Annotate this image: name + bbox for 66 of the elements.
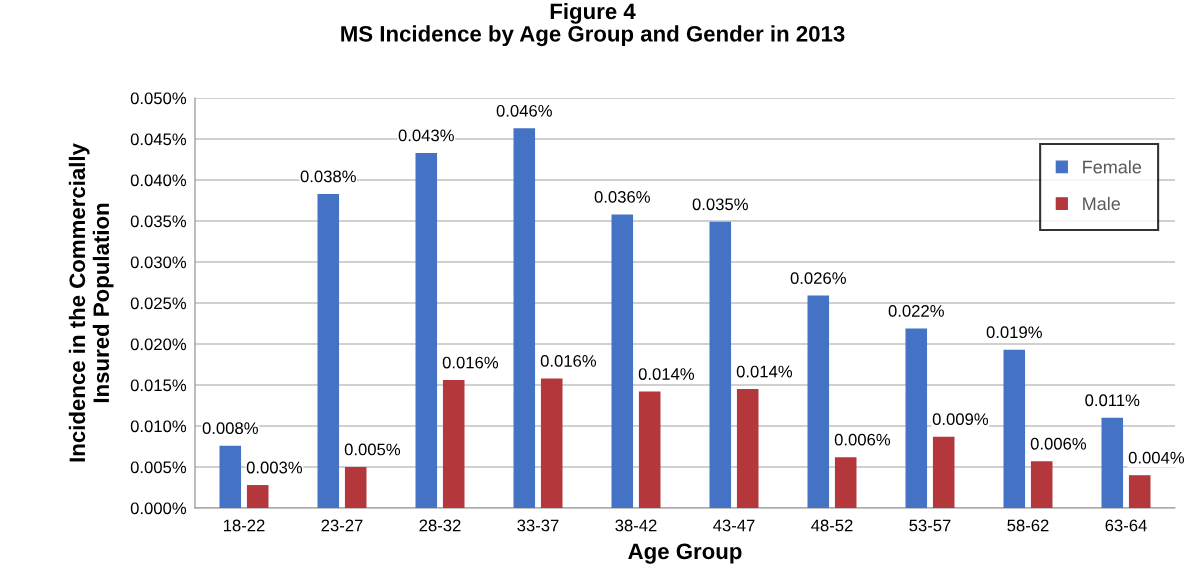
- data-label: 0.022%: [888, 304, 944, 317]
- data-label: 0.009%: [932, 413, 989, 426]
- data-label: 0.011%: [1085, 394, 1140, 407]
- bar: [219, 445, 242, 508]
- data-label: 0.014%: [736, 365, 793, 378]
- y-tick-label: 0.045%: [130, 133, 187, 146]
- data-label: 0.038%: [300, 170, 356, 183]
- y-tick-label: 0.040%: [130, 174, 187, 187]
- data-label: 0.004%: [1128, 451, 1185, 464]
- y-tick-label: 0.000%: [130, 502, 187, 515]
- x-axis-title: Age Group: [628, 543, 742, 564]
- chart-title: Figure 4 MS Incidence by Age Group and Gender in 2013: [341, 2, 845, 47]
- data-label: 0.016%: [442, 356, 499, 369]
- bar: [415, 152, 438, 508]
- data-label: 0.019%: [986, 326, 1042, 339]
- y-tick-label: 0.030%: [130, 256, 187, 269]
- x-tick-label: 23-27: [321, 519, 363, 532]
- y-tick-label: 0.020%: [130, 338, 187, 351]
- bar: [611, 214, 634, 508]
- bar: [834, 457, 857, 508]
- legend-label: Female: [1083, 160, 1142, 174]
- bar: [1003, 349, 1026, 508]
- x-tick-label: 53-57: [909, 519, 951, 532]
- data-label: 0.016%: [540, 355, 597, 367]
- bar: [932, 436, 955, 508]
- bar: [344, 467, 367, 508]
- bar: [905, 328, 928, 508]
- data-label: 0.005%: [344, 443, 401, 456]
- bar: [540, 378, 563, 508]
- x-tick-label: 43-47: [713, 519, 755, 532]
- x-tick-label: 28-32: [419, 519, 461, 532]
- bar: [1128, 475, 1151, 508]
- data-label: 0.006%: [1030, 437, 1087, 450]
- data-label: 0.006%: [834, 433, 891, 446]
- bar: [442, 380, 465, 508]
- data-label: 0.036%: [594, 191, 650, 203]
- bar: [246, 485, 269, 508]
- y-tick-label: 0.035%: [130, 215, 187, 228]
- y-tick-label: 0.025%: [130, 297, 187, 310]
- data-label: 0.026%: [790, 272, 846, 284]
- y-tick-label: 0.005%: [130, 461, 187, 474]
- bar: [709, 221, 732, 508]
- x-tick-label: 63-64: [1105, 519, 1147, 532]
- bar: [807, 295, 830, 508]
- y-tick-label: 0.015%: [130, 379, 187, 392]
- x-tick-label: 58-62: [1007, 519, 1049, 532]
- bar: [1101, 417, 1124, 508]
- legend-label: Male: [1083, 196, 1121, 211]
- bar: [513, 128, 536, 508]
- data-label: 0.003%: [246, 461, 303, 474]
- x-tick-label: 18-22: [223, 519, 265, 532]
- bar: [736, 389, 759, 508]
- x-tick-label: 33-37: [517, 519, 559, 532]
- y-tick-label: 0.010%: [130, 420, 187, 433]
- x-tick-label: 38-42: [615, 519, 657, 532]
- data-label: 0.008%: [202, 422, 258, 435]
- y-tick-label: 0.050%: [130, 92, 187, 105]
- data-label: 0.035%: [692, 198, 748, 211]
- bar: [1030, 461, 1053, 508]
- data-label: 0.043%: [398, 129, 454, 142]
- data-label: 0.014%: [638, 368, 695, 380]
- data-label: 0.046%: [496, 104, 552, 117]
- bar: [317, 193, 340, 508]
- x-tick-label: 48-52: [811, 519, 853, 532]
- y-axis-title: Incidence in the Commercially Insured Population: [68, 143, 114, 462]
- bar: [638, 391, 661, 508]
